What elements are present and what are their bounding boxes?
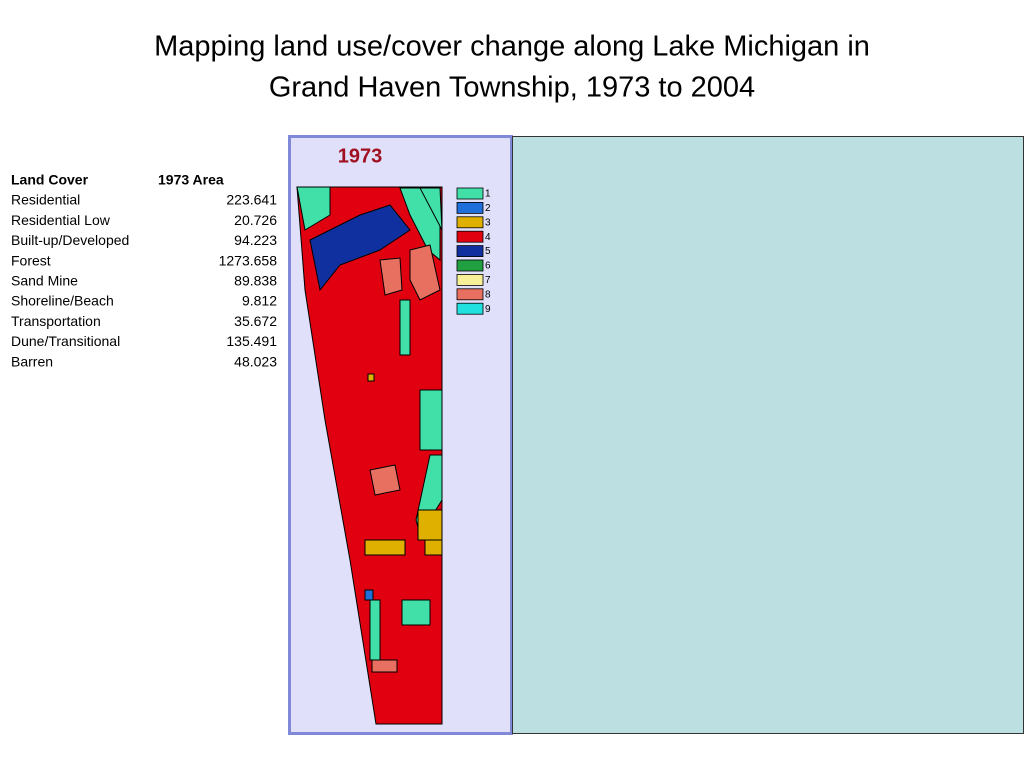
image-panel <box>512 136 1024 734</box>
legend-swatch <box>456 201 484 214</box>
row-value: 35.672 <box>234 313 277 329</box>
legend-swatch <box>456 288 484 301</box>
row-value: 94.223 <box>234 232 277 248</box>
legend-swatch <box>456 216 484 229</box>
table-header: Land Cover <box>11 172 89 188</box>
legend-label: 6 <box>485 261 491 272</box>
legend-swatch <box>456 273 484 286</box>
row-label: Residential <box>11 192 80 208</box>
legend-label: 7 <box>485 275 491 286</box>
map-title: 1973 <box>338 145 383 167</box>
row-value: 223.641 <box>226 192 277 208</box>
legend-label: 2 <box>485 203 491 214</box>
legend-swatch <box>456 302 484 315</box>
legend: 1 2 3 4 5 6 7 8 9 <box>456 187 491 315</box>
legend-label: 3 <box>485 217 491 228</box>
row-label: Shoreline/Beach <box>11 293 114 309</box>
legend-label: 5 <box>485 246 491 257</box>
table-header: 1973 Area <box>158 172 224 188</box>
table: Land Cover 1973 Area Residential 223.641 R… <box>11 172 277 370</box>
title-line: Grand Haven Township, 1973 to 2004 <box>269 72 755 104</box>
legend-label: 9 <box>485 304 491 315</box>
legend-label: 1 <box>485 189 491 200</box>
row-label: Built-up/Developed <box>11 232 129 248</box>
legend-label: 8 <box>485 289 491 300</box>
map <box>296 186 443 725</box>
title-line: Mapping land use/cover change along Lake… <box>154 31 870 63</box>
row-label: Dune/Transitional <box>11 333 120 349</box>
legend-swatch <box>456 230 484 243</box>
row-value: 89.838 <box>234 273 277 289</box>
legend-label: 4 <box>485 232 491 243</box>
row-value: 135.491 <box>226 333 277 349</box>
row-label: Forest <box>11 252 51 268</box>
legend-swatch <box>456 259 484 272</box>
row-value: 48.023 <box>234 353 277 369</box>
row-label: Transportation <box>11 313 101 329</box>
row-value: 1273.658 <box>219 252 278 268</box>
legend-swatch <box>456 187 484 200</box>
legend-swatch <box>456 245 484 258</box>
row-label: Barren <box>11 353 53 369</box>
row-label: Sand Mine <box>11 273 78 289</box>
row-value: 20.726 <box>234 212 277 228</box>
row-label: Residential Low <box>11 212 111 228</box>
row-value: 9.812 <box>242 293 277 309</box>
